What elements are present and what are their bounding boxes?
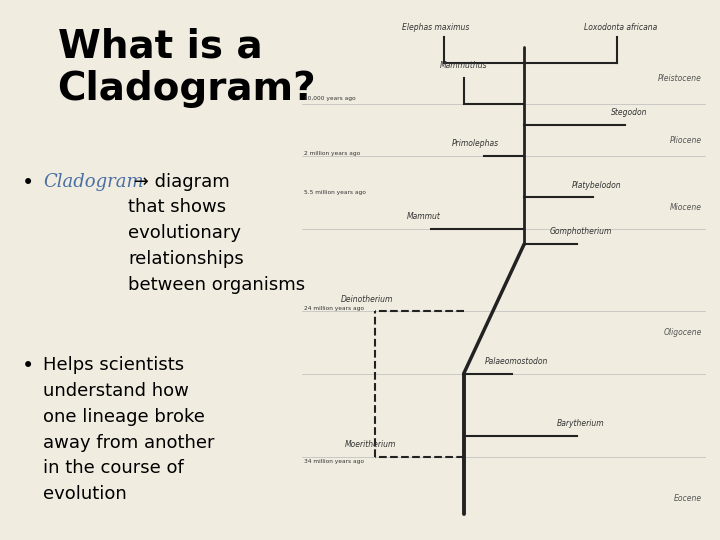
Text: Mammut: Mammut (406, 212, 441, 221)
Text: 24 million years ago: 24 million years ago (305, 306, 364, 312)
Text: Stegodon: Stegodon (611, 108, 647, 117)
Text: 34 million years ago: 34 million years ago (305, 460, 364, 464)
Text: Loxodonta africana: Loxodonta africana (585, 23, 657, 31)
Text: 2 million years ago: 2 million years ago (305, 151, 361, 156)
Text: •: • (22, 356, 34, 376)
Text: Helps scientists
understand how
one lineage broke
away from another
in the cours: Helps scientists understand how one line… (43, 356, 215, 503)
Text: Eocene: Eocene (673, 494, 701, 503)
Text: Pleistocene: Pleistocene (657, 73, 701, 83)
Text: Deinotherium: Deinotherium (341, 295, 393, 303)
Text: Moeritherium: Moeritherium (346, 440, 397, 449)
Text: Cladogram: Cladogram (43, 173, 144, 191)
Text: Palaeomostodon: Palaeomostodon (485, 357, 548, 366)
Text: Pliocene: Pliocene (670, 136, 701, 145)
Text: What is a
Cladogram?: What is a Cladogram? (58, 27, 316, 107)
Text: Primolephas: Primolephas (452, 139, 500, 148)
Text: Barytherium: Barytherium (557, 419, 604, 428)
Text: → diagram
that shows
evolutionary
relationships
between organisms: → diagram that shows evolutionary relati… (128, 173, 305, 294)
Text: •: • (22, 173, 34, 193)
Text: 5.5 million years ago: 5.5 million years ago (305, 190, 366, 195)
Text: Gomphotherium: Gomphotherium (549, 227, 612, 237)
Text: 10,000 years ago: 10,000 years ago (305, 97, 356, 102)
Text: Miocene: Miocene (670, 203, 701, 212)
Text: Elephas maximus: Elephas maximus (402, 23, 469, 31)
Text: Mammuthus: Mammuthus (440, 62, 487, 70)
Text: Oligocene: Oligocene (663, 328, 701, 337)
Text: Platybelodon: Platybelodon (572, 181, 621, 190)
